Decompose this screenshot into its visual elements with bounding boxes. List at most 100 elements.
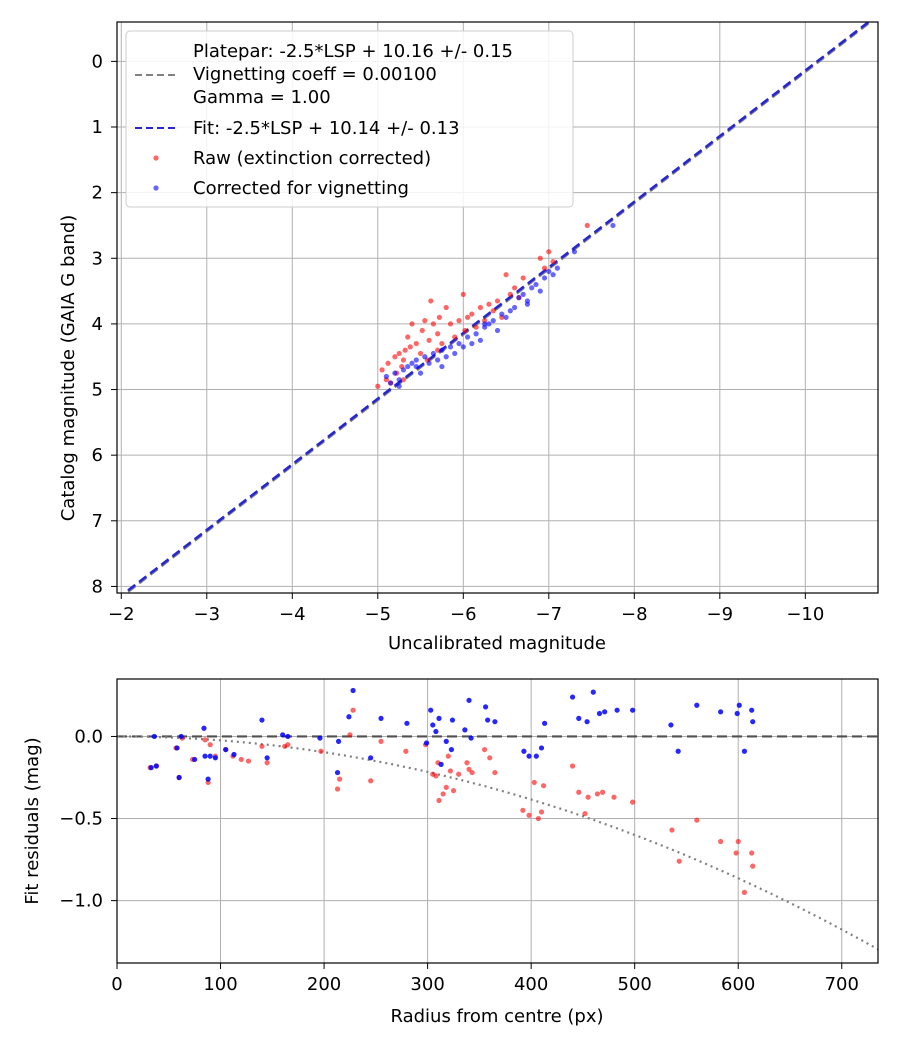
corrected-point <box>546 268 552 275</box>
corrected-point <box>503 314 509 320</box>
raw-residual-point <box>735 838 741 845</box>
top-y-axis-label: Catalog magnitude (GAIA G band) <box>58 215 79 522</box>
corrected-point <box>464 334 471 340</box>
raw-point <box>546 249 552 255</box>
legend-raw-label: Raw (extinction corrected) <box>193 148 431 169</box>
corrected-residual-point <box>462 727 468 733</box>
raw-residual-point <box>741 889 748 896</box>
corrected-residual-point <box>148 765 154 771</box>
corrected-residual-point <box>436 715 442 721</box>
corrected-residual-point <box>521 748 527 754</box>
corrected-point <box>439 347 445 353</box>
corrected-residual-point <box>443 738 449 744</box>
corrected-point <box>413 357 419 363</box>
raw-residual-point <box>350 707 356 713</box>
top-line-fit <box>122 22 871 593</box>
corrected-residual-point <box>317 735 323 741</box>
corrected-point <box>392 370 398 376</box>
raw-residual-point <box>540 783 547 789</box>
raw-point <box>520 275 526 281</box>
raw-residual-point <box>492 769 498 776</box>
top-y-tick-label: 7 <box>92 511 103 532</box>
raw-point <box>507 291 513 297</box>
raw-residual-point <box>749 850 755 856</box>
corrected-residual-point <box>576 715 582 721</box>
corrected-residual-point <box>280 732 286 738</box>
corrected-point <box>452 350 458 357</box>
corrected-point <box>499 311 505 317</box>
raw-point <box>512 285 518 291</box>
legend-raw-swatch <box>153 155 159 161</box>
raw-point <box>392 354 398 360</box>
top-y-tick-label: 4 <box>92 314 103 335</box>
raw-residual-point <box>245 758 252 764</box>
corrected-point <box>430 350 436 357</box>
raw-point <box>417 350 424 357</box>
raw-residual-point <box>334 786 341 792</box>
corrected-residual-point <box>346 714 352 720</box>
raw-residual-point <box>582 811 588 817</box>
top-x-tick-label: −6 <box>450 604 477 625</box>
raw-residual-point <box>464 760 470 766</box>
corrected-residual-point <box>404 720 410 726</box>
corrected-point <box>396 383 402 389</box>
raw-point <box>430 321 436 327</box>
bottom-y-tick-label: 0.0 <box>74 726 103 747</box>
corrected-residual-point <box>602 709 608 715</box>
corrected-residual-point <box>734 710 740 717</box>
bottom-x-tick-label: 200 <box>307 974 341 995</box>
corrected-point <box>413 363 419 370</box>
corrected-residual-point <box>259 717 265 723</box>
raw-point <box>462 327 468 334</box>
bottom-chart: 0 100 200 300 400 500 600 700 0.0 −0.5 −1.0 Radiu… <box>22 678 879 1027</box>
corrected-residual-point <box>590 689 596 695</box>
raw-residual-point <box>531 779 537 786</box>
corrected-point <box>550 272 556 278</box>
raw-point <box>396 350 402 357</box>
top-x-tick-label: −9 <box>707 604 734 625</box>
raw-point <box>490 308 496 314</box>
bottom-x-tick-label: 300 <box>410 974 444 995</box>
raw-residual-point <box>750 863 756 869</box>
raw-residual-point <box>202 737 208 743</box>
corrected-point <box>473 331 479 337</box>
raw-point <box>473 324 479 330</box>
corrected-residual-point <box>334 769 341 776</box>
corrected-residual-point <box>533 753 539 759</box>
corrected-residual-point <box>675 748 681 754</box>
corrected-residual-point <box>736 702 742 708</box>
top-fit-lines <box>122 22 873 593</box>
top-x-tick-label: −7 <box>536 604 563 625</box>
raw-residual-point <box>368 778 374 784</box>
bottom-plot-frame <box>116 678 879 964</box>
corrected-point <box>507 308 513 314</box>
legend-gamma-label: Gamma = 1.00 <box>193 87 331 108</box>
corrected-point <box>610 222 616 229</box>
bottom-y-axis-label: Fit residuals (mag) <box>22 737 43 904</box>
raw-residual-point <box>378 738 384 744</box>
bottom-y-tick-label: −1.0 <box>59 891 103 912</box>
top-x-tick-label: −8 <box>621 604 648 625</box>
corrected-residual-point <box>542 720 548 726</box>
raw-residual-point <box>585 794 591 800</box>
raw-point <box>402 347 408 353</box>
corrected-point <box>456 340 462 347</box>
raw-point <box>379 367 385 373</box>
raw-residual-point <box>264 760 270 766</box>
bottom-corrected-points <box>148 687 756 782</box>
corrected-residual-point <box>202 753 208 759</box>
raw-point <box>409 321 415 327</box>
raw-residual-point <box>450 788 457 794</box>
raw-residual-point <box>487 755 493 761</box>
corrected-point <box>422 354 428 360</box>
legend-fit-label: Fit: -2.5*LSP + 10.14 +/- 0.13 <box>193 118 460 139</box>
legend-platepar-label: Platepar: -2.5*LSP + 10.16 +/- 0.15 <box>193 41 513 62</box>
top-x-tick-label: −10 <box>786 604 824 625</box>
top-y-tick-label: 5 <box>92 380 103 401</box>
bottom-grid <box>116 679 878 963</box>
raw-point <box>469 311 475 317</box>
corrected-residual-point <box>750 719 756 725</box>
corrected-residual-point <box>178 733 184 740</box>
top-y-tick-label: 3 <box>92 248 103 269</box>
raw-residual-point <box>440 791 446 797</box>
